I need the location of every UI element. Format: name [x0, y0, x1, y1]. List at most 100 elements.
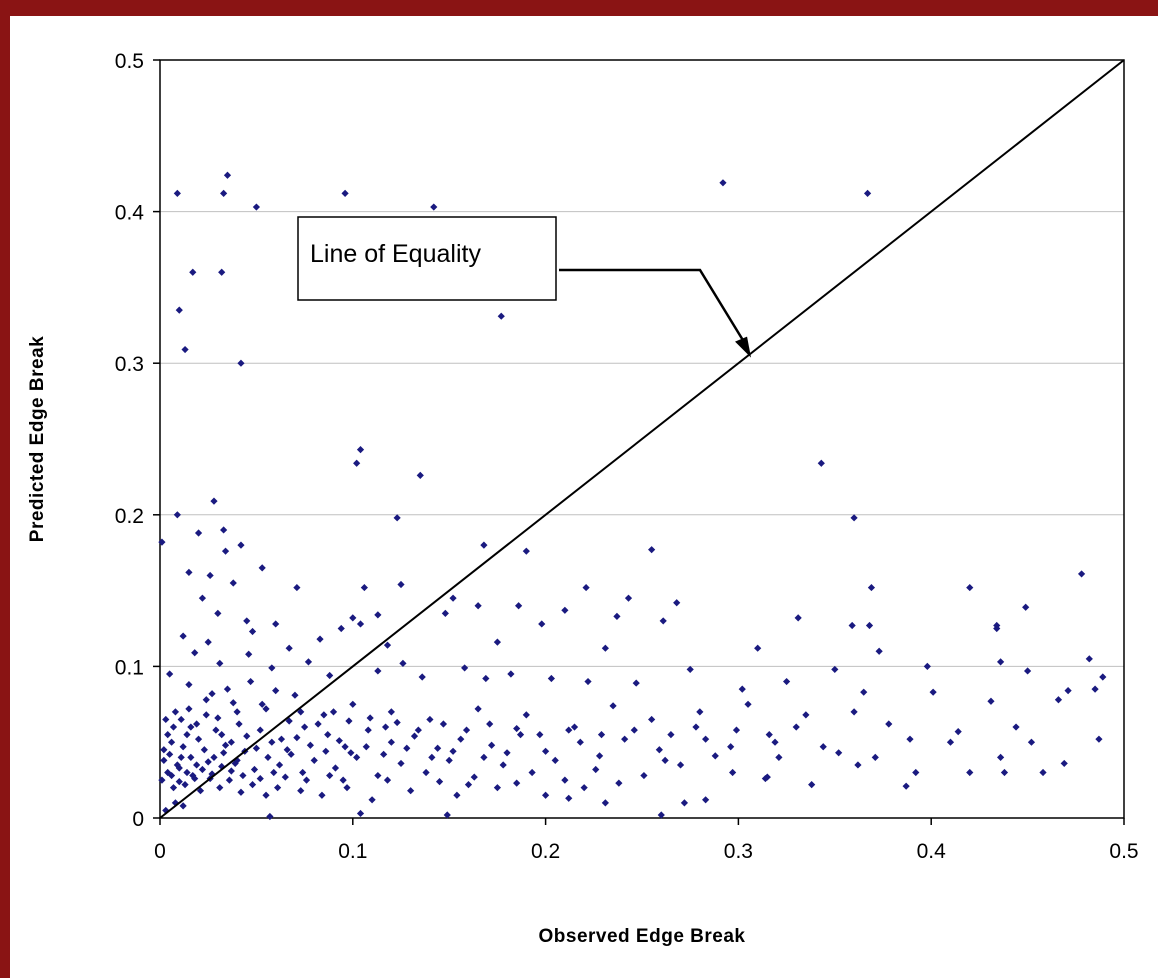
- scatter-chart: 0 0.1 0.2 0.3 0.4 0.5 0 0.1 0.2 0.3 0.4 0.5 Line of…: [27, 50, 1139, 947]
- data-point: [380, 750, 388, 758]
- data-point: [239, 771, 247, 780]
- y-tick-label-0: 0: [132, 808, 144, 831]
- data-point: [449, 594, 457, 602]
- data-point: [536, 731, 544, 739]
- data-point: [283, 746, 291, 754]
- data-point: [462, 726, 471, 734]
- data-point: [237, 359, 245, 367]
- data-point: [167, 738, 176, 746]
- data-point: [676, 761, 685, 769]
- data-point: [430, 203, 438, 211]
- data-point: [692, 723, 700, 731]
- data-point: [1077, 570, 1086, 578]
- data-point: [173, 761, 181, 769]
- data-point: [185, 568, 193, 577]
- data-point: [270, 768, 278, 777]
- x-tick-label-4: 0.4: [917, 840, 947, 863]
- data-point: [561, 776, 569, 784]
- data-point: [615, 779, 623, 787]
- data-point: [210, 497, 218, 505]
- data-point: [997, 658, 1005, 666]
- data-point: [850, 514, 858, 522]
- data-point: [865, 621, 874, 630]
- data-point: [449, 747, 457, 755]
- data-point: [216, 784, 224, 792]
- data-point: [275, 761, 284, 769]
- data-point: [160, 746, 168, 754]
- annotation-box: [297, 216, 557, 301]
- data-point: [285, 644, 293, 652]
- data-point: [441, 609, 449, 617]
- data-point: [488, 741, 496, 749]
- data-point: [345, 717, 353, 725]
- data-point: [302, 776, 311, 784]
- data-point: [875, 647, 883, 655]
- data-point: [513, 724, 521, 733]
- data-point: [173, 511, 181, 519]
- data-point: [347, 749, 355, 757]
- data-point: [426, 715, 434, 724]
- plot-area-border: [159, 59, 1125, 819]
- data-point: [227, 767, 235, 775]
- data-point: [1099, 673, 1107, 681]
- data-point: [248, 627, 257, 636]
- data-point: [399, 659, 407, 667]
- data-point: [648, 715, 656, 724]
- data-point: [297, 787, 305, 795]
- data-point: [542, 791, 550, 799]
- data-point: [349, 614, 357, 622]
- data-point: [835, 749, 843, 757]
- y-tick-label-3: 0.3: [115, 353, 144, 376]
- data-point: [831, 665, 839, 674]
- data-point: [202, 696, 210, 704]
- data-point: [443, 811, 451, 819]
- data-point: [198, 765, 207, 774]
- data-point: [422, 768, 430, 777]
- data-point: [621, 735, 629, 743]
- data-point: [185, 680, 193, 689]
- data-point: [341, 189, 349, 198]
- data-point: [912, 768, 920, 777]
- data-point: [711, 752, 719, 760]
- data-point: [507, 670, 515, 678]
- data-point: [343, 784, 351, 792]
- data-point: [601, 799, 609, 807]
- data-point: [179, 802, 187, 810]
- data-point: [324, 731, 332, 739]
- data-point: [272, 687, 280, 695]
- data-point: [727, 743, 735, 751]
- data-point: [221, 547, 230, 555]
- data-point: [871, 753, 879, 761]
- data-point: [223, 685, 232, 693]
- data-point: [1039, 768, 1047, 777]
- data-point: [237, 788, 245, 796]
- data-point: [250, 765, 259, 774]
- data-point: [181, 781, 189, 789]
- data-point: [281, 773, 289, 781]
- data-point: [528, 768, 536, 777]
- data-point: [256, 726, 264, 734]
- data-point: [744, 700, 752, 708]
- data-point: [428, 753, 436, 761]
- data-point: [356, 809, 365, 818]
- data-point: [860, 688, 868, 696]
- data-point: [474, 602, 482, 610]
- data-point: [160, 756, 168, 764]
- data-point: [235, 720, 243, 728]
- data-point: [268, 664, 276, 672]
- data-point: [194, 735, 203, 743]
- data-point: [765, 731, 773, 739]
- data-point: [993, 624, 1001, 633]
- data-point: [166, 670, 174, 678]
- data-point: [470, 773, 478, 781]
- data-point: [561, 606, 569, 614]
- data-point: [387, 708, 395, 716]
- data-point: [179, 743, 187, 751]
- data-point: [218, 731, 226, 739]
- data-point: [453, 791, 461, 799]
- data-point: [353, 753, 361, 761]
- data-point: [218, 762, 226, 771]
- data-point: [316, 635, 324, 643]
- data-point: [848, 621, 856, 630]
- data-point: [580, 784, 588, 792]
